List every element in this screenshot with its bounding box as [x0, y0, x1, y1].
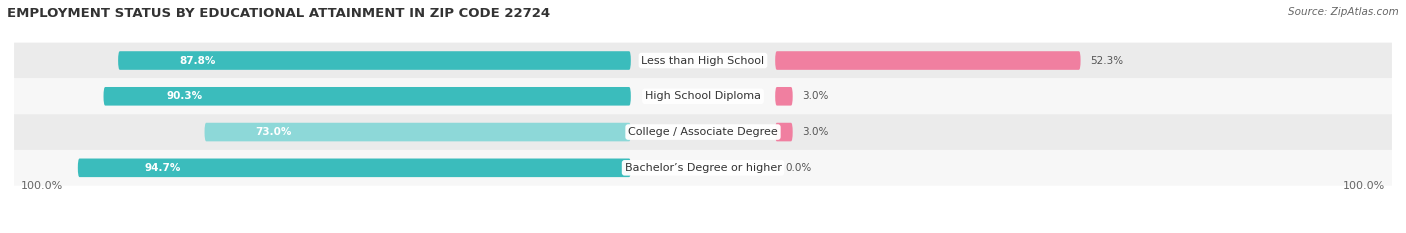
Text: 3.0%: 3.0%	[803, 91, 830, 101]
Text: 52.3%: 52.3%	[1091, 55, 1123, 65]
FancyBboxPatch shape	[775, 87, 793, 106]
FancyBboxPatch shape	[204, 123, 631, 141]
Text: 73.0%: 73.0%	[256, 127, 292, 137]
Text: Source: ZipAtlas.com: Source: ZipAtlas.com	[1288, 7, 1399, 17]
FancyBboxPatch shape	[14, 43, 1392, 79]
Text: College / Associate Degree: College / Associate Degree	[628, 127, 778, 137]
Text: High School Diploma: High School Diploma	[645, 91, 761, 101]
FancyBboxPatch shape	[14, 79, 1392, 114]
FancyBboxPatch shape	[104, 87, 631, 106]
FancyBboxPatch shape	[118, 51, 631, 70]
FancyBboxPatch shape	[14, 150, 1392, 186]
FancyBboxPatch shape	[77, 158, 631, 177]
Legend: In Labor Force, Unemployed: In Labor Force, Unemployed	[599, 231, 807, 233]
Text: 87.8%: 87.8%	[180, 55, 217, 65]
Text: Bachelor’s Degree or higher: Bachelor’s Degree or higher	[624, 163, 782, 173]
Text: 94.7%: 94.7%	[145, 163, 180, 173]
FancyBboxPatch shape	[775, 51, 1081, 70]
Text: EMPLOYMENT STATUS BY EDUCATIONAL ATTAINMENT IN ZIP CODE 22724: EMPLOYMENT STATUS BY EDUCATIONAL ATTAINM…	[7, 7, 550, 20]
Text: Less than High School: Less than High School	[641, 55, 765, 65]
FancyBboxPatch shape	[14, 114, 1392, 150]
Text: 0.0%: 0.0%	[785, 163, 811, 173]
FancyBboxPatch shape	[775, 123, 793, 141]
Text: 100.0%: 100.0%	[1343, 181, 1385, 191]
Text: 100.0%: 100.0%	[21, 181, 63, 191]
Text: 3.0%: 3.0%	[803, 127, 830, 137]
Text: 90.3%: 90.3%	[167, 91, 202, 101]
